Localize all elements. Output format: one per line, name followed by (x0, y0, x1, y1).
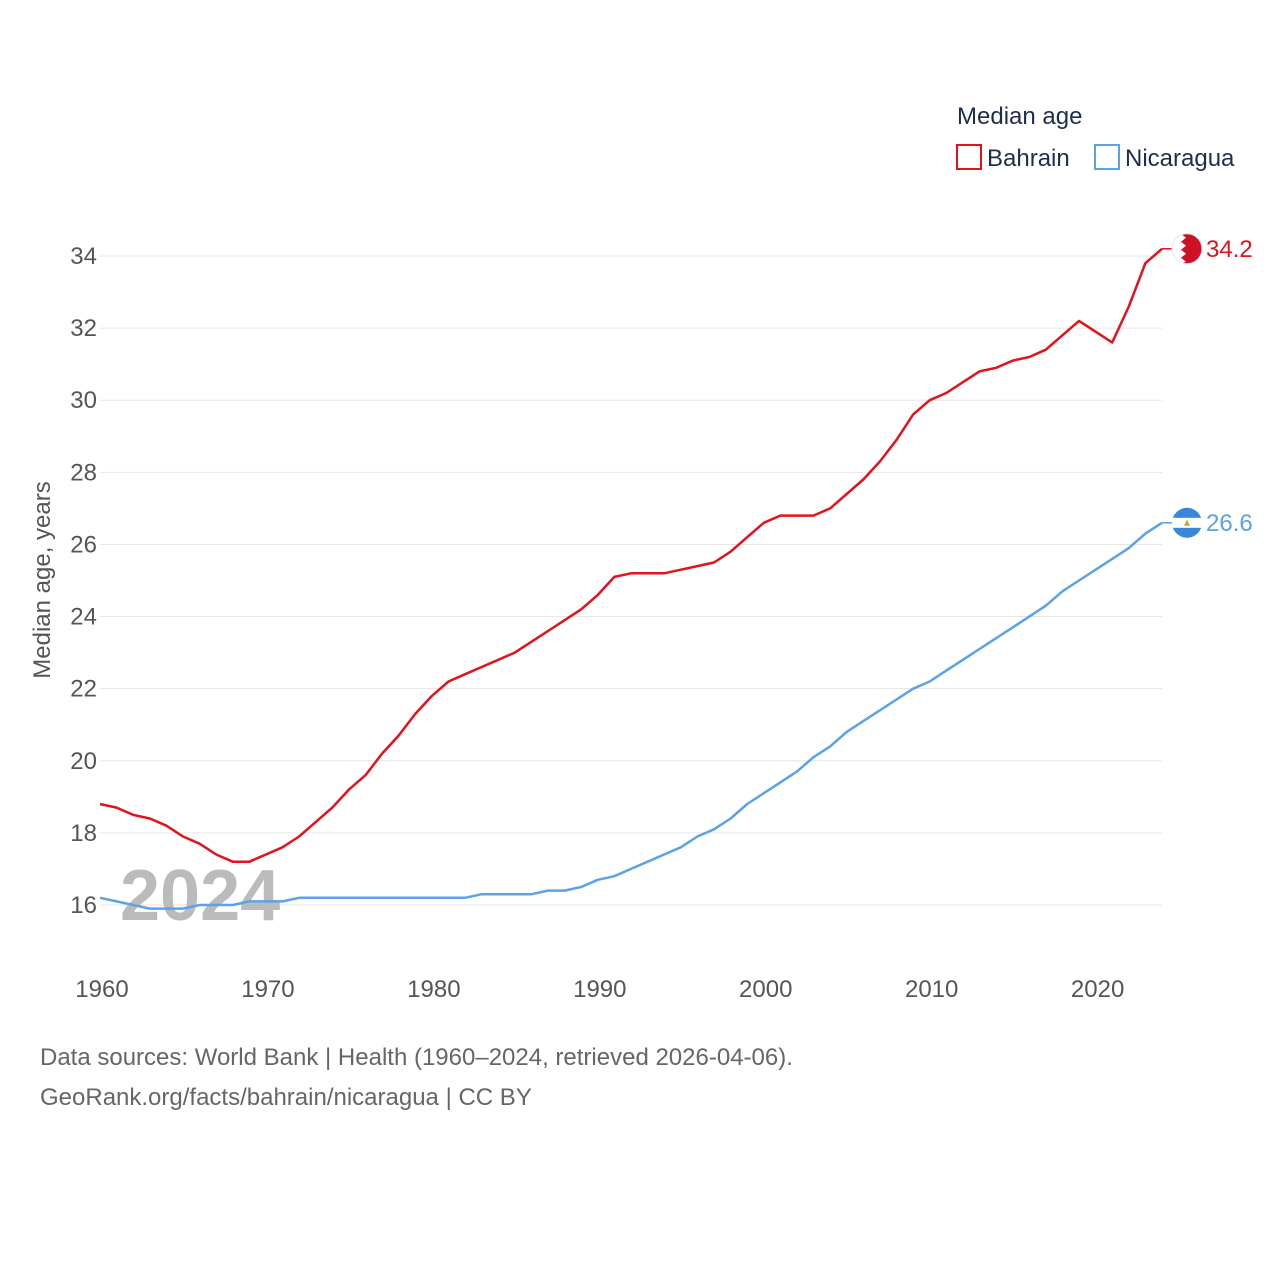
legend: Median age Bahrain Nicaragua (956, 103, 1235, 172)
x-tick-label-1970: 1970 (241, 976, 294, 1003)
end-markers: 34.2 26.6 (1162, 233, 1253, 538)
x-tick-label-1990: 1990 (573, 976, 626, 1003)
y-axis-ticks: 16 18 20 22 24 26 28 30 32 34 (70, 243, 97, 919)
x-tick-label-2000: 2000 (739, 976, 792, 1003)
median-age-chart: 16 18 20 22 24 26 28 30 32 34 1960 1970 1980 1990 200… (29, 103, 1253, 1003)
y-tick-label-32: 32 (70, 315, 97, 342)
y-tick-label-24: 24 (70, 604, 97, 631)
legend-swatch-nicaragua (1094, 144, 1120, 170)
flag-icon-bahrain (1171, 233, 1203, 265)
x-axis-ticks: 1960 1970 1980 1990 2000 2010 2020 (75, 976, 1124, 1003)
legend-label-bahrain: Bahrain (987, 145, 1070, 172)
legend-title: Median age (957, 103, 1082, 130)
y-tick-label-16: 16 (70, 892, 97, 919)
flag-icon-nicaragua (1172, 507, 1202, 538)
series-lines (99, 247, 1163, 910)
y-tick-label-20: 20 (70, 748, 97, 775)
source-line-1: Data sources: World Bank | Health (1960–… (40, 1044, 793, 1071)
legend-swatch-bahrain (956, 144, 982, 170)
x-tick-label-1960: 1960 (75, 976, 128, 1003)
y-tick-label-22: 22 (70, 676, 97, 703)
x-tick-label-2020: 2020 (1071, 976, 1124, 1003)
end-value-label-nicaragua: 26.6 (1206, 510, 1253, 537)
y-tick-label-28: 28 (70, 459, 97, 486)
series-line-nicaragua (99, 521, 1163, 910)
y-tick-label-26: 26 (70, 531, 97, 558)
grid-lines (100, 255, 1162, 906)
x-tick-label-2010: 2010 (905, 976, 958, 1003)
source-line-2: GeoRank.org/facts/bahrain/nicaragua | CC… (40, 1084, 532, 1111)
y-axis-title: Median age, years (29, 481, 56, 678)
current-year-label: 2024 (120, 856, 280, 936)
end-value-label-bahrain: 34.2 (1206, 236, 1253, 263)
x-tick-label-1980: 1980 (407, 976, 460, 1003)
y-tick-label-30: 30 (70, 387, 97, 414)
y-tick-label-34: 34 (70, 243, 97, 270)
legend-label-nicaragua: Nicaragua (1125, 145, 1235, 172)
series-line-bahrain (99, 247, 1163, 863)
y-tick-label-18: 18 (70, 820, 97, 847)
